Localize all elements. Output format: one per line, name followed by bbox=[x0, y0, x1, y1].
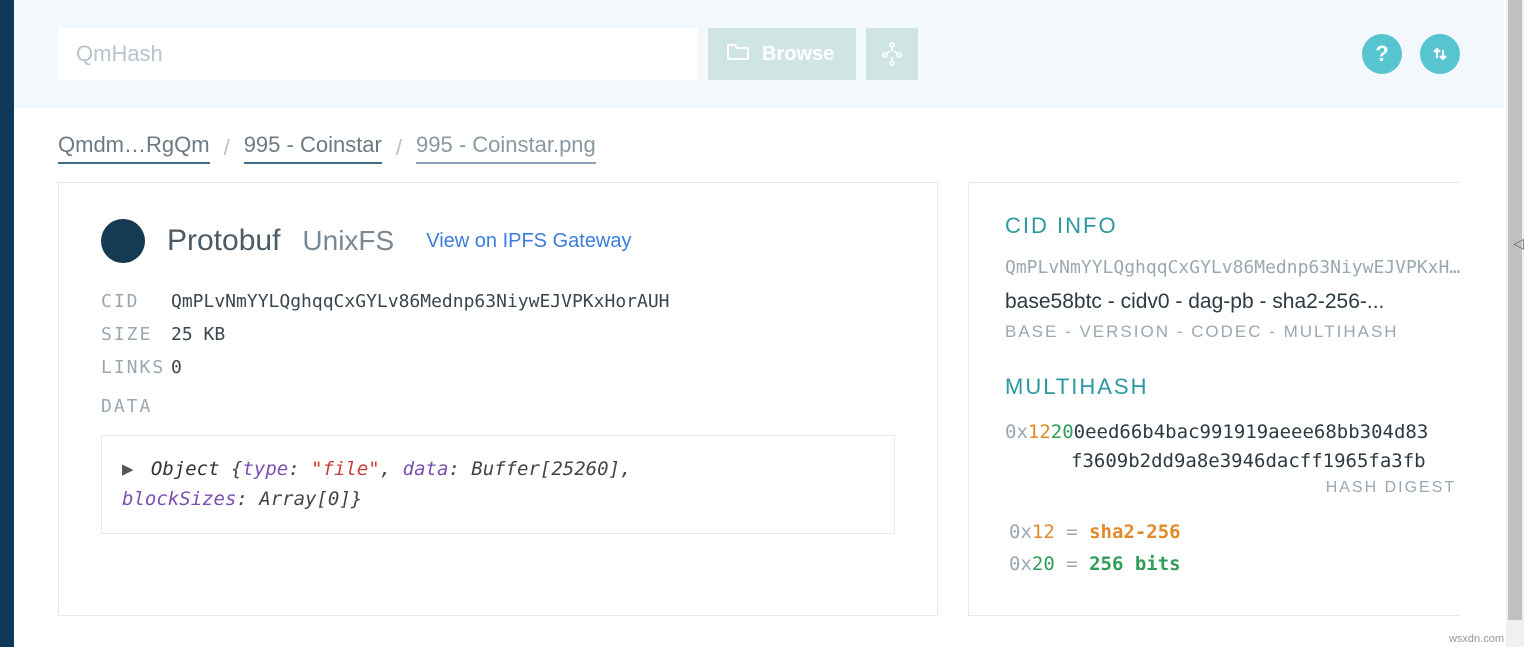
search-input[interactable] bbox=[58, 28, 698, 80]
cid-info-panel: CID INFO QmPLvNmYYLQghqqCxGYLv86Mednp63N… bbox=[968, 182, 1460, 616]
breadcrumb: Qmdm…RgQm / 995 - Coinstar / 995 - Coins… bbox=[14, 108, 1504, 182]
size-value: 25 KB bbox=[171, 324, 225, 345]
transfer-button[interactable] bbox=[1420, 34, 1460, 74]
scrollbar-track[interactable]: ▲ bbox=[1506, 0, 1524, 647]
browse-label: Browse bbox=[762, 43, 834, 66]
multihash-eq-1: 0x12 = sha2-256 bbox=[1005, 521, 1460, 543]
hash-digest-label: HASH DIGEST bbox=[1005, 479, 1460, 497]
breadcrumb-link-1[interactable]: 995 - Coinstar bbox=[244, 132, 382, 164]
multihash-hex: 0x12200eed66b4bac991919aeee68bb304d83 f3… bbox=[1005, 418, 1460, 475]
expand-triangle-icon[interactable]: ▶ bbox=[122, 458, 133, 480]
resize-arrow-icon: ◁ bbox=[1513, 235, 1524, 252]
watermark: wsxdn.com bbox=[1449, 633, 1504, 645]
multihash-title: MULTIHASH bbox=[1005, 374, 1460, 400]
multihash-eq-2: 0x20 = 256 bits bbox=[1005, 553, 1460, 575]
left-accent-bar bbox=[0, 0, 14, 647]
cid-info-full: QmPLvNmYYLQghqqCxGYLv86Mednp63NiywEJVPKx… bbox=[1005, 257, 1460, 278]
data-box[interactable]: ▶ Object {type: "file", data: Buffer[252… bbox=[101, 435, 895, 534]
links-value: 0 bbox=[171, 357, 182, 378]
cid-info-legend: BASE - VERSION - CODEC - MULTIHASH bbox=[1005, 322, 1460, 342]
breadcrumb-link-0[interactable]: Qmdm…RgQm bbox=[58, 132, 210, 164]
cid-value: QmPLvNmYYLQghqqCxGYLv86Mednp63NiywEJVPKx… bbox=[171, 291, 670, 312]
cid-info-parts: base58btc - cidv0 - dag-pb - sha2-256-..… bbox=[1005, 290, 1460, 314]
tree-button[interactable] bbox=[866, 28, 918, 80]
cid-label: CID bbox=[101, 291, 171, 312]
breadcrumb-current: 995 - Coinstar.png bbox=[416, 132, 596, 164]
question-icon: ? bbox=[1375, 41, 1388, 67]
scrollbar-thumb[interactable] bbox=[1508, 0, 1522, 620]
updown-arrow-icon bbox=[1430, 44, 1450, 64]
codec-subtitle: UnixFS bbox=[302, 225, 394, 257]
data-label: DATA bbox=[101, 396, 895, 417]
object-panel: Protobuf UnixFS View on IPFS Gateway CID… bbox=[58, 182, 938, 616]
breadcrumb-sep: / bbox=[224, 135, 230, 161]
tree-icon bbox=[880, 41, 904, 67]
breadcrumb-sep: / bbox=[396, 135, 402, 161]
gateway-link[interactable]: View on IPFS Gateway bbox=[426, 230, 631, 253]
codec-dot-icon bbox=[101, 219, 145, 263]
links-label: LINKS bbox=[101, 357, 171, 378]
folder-icon bbox=[726, 41, 750, 67]
help-button[interactable]: ? bbox=[1362, 34, 1402, 74]
cid-info-title: CID INFO bbox=[1005, 213, 1460, 239]
browse-button[interactable]: Browse bbox=[708, 28, 856, 80]
object-word: Object bbox=[151, 458, 220, 480]
codec-title: Protobuf bbox=[167, 224, 280, 258]
top-bar: Browse ? bbox=[14, 0, 1504, 108]
size-label: SIZE bbox=[101, 324, 171, 345]
